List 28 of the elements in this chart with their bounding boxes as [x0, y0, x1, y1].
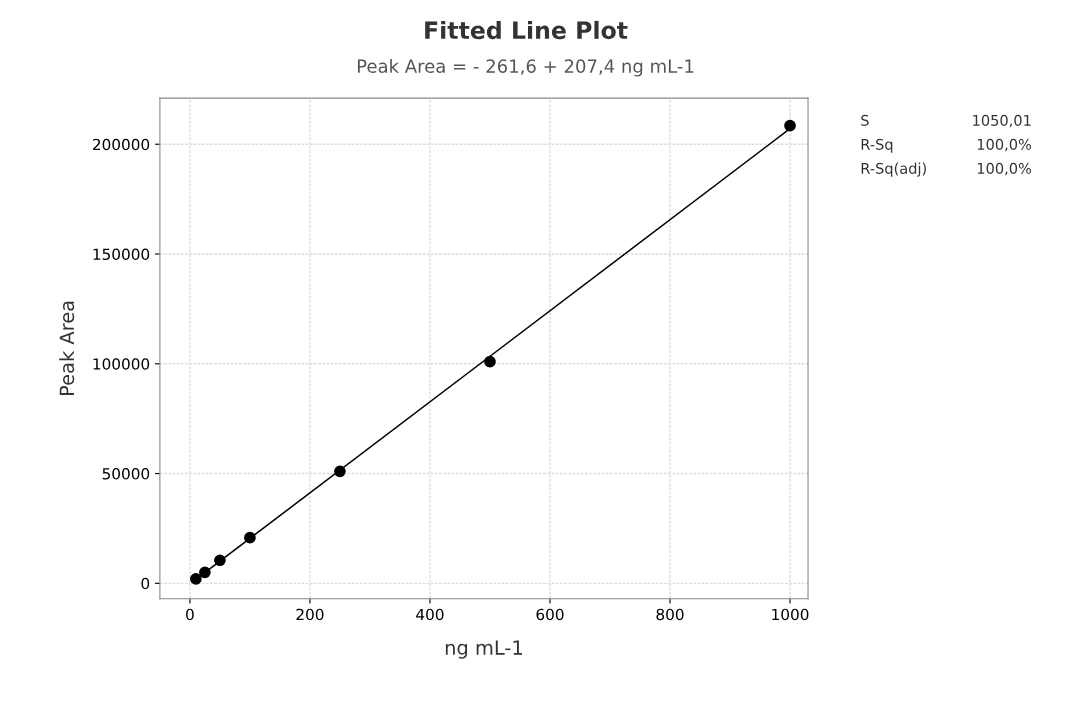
point [190, 573, 202, 585]
y-tick-label: 150000 [93, 248, 150, 261]
point [334, 465, 346, 478]
chart-title: Fitted Line Plot [425, 20, 628, 40]
point [214, 554, 226, 567]
x-tick-label: 0 [186, 608, 194, 621]
text: R-Sq [861, 138, 893, 153]
x-tick-label: 800 [656, 608, 684, 621]
y-tick-label: 0 [141, 577, 150, 590]
text: 1050,01 [973, 114, 1031, 128]
text: S [861, 114, 869, 126]
y-tick-label: 200000 [92, 138, 150, 151]
y-tick-label: 50000 [102, 468, 150, 480]
text: 100,0% [977, 138, 1032, 152]
point [244, 531, 256, 544]
point [484, 355, 496, 368]
x-axis-title: ng mL-1 [445, 640, 522, 659]
y-tick-label: 100000 [93, 358, 150, 370]
point [784, 119, 796, 132]
x-tick-label: 200 [296, 608, 324, 621]
x-tick-label: 400 [416, 608, 444, 621]
x-tick-label: 600 [536, 608, 564, 621]
y-axis-title: Peak Area [59, 301, 75, 396]
chart-subtitle: Peak Area = - 261,6 + 207,4 ng mL-1 [357, 59, 694, 77]
text: R-Sq(adj) [861, 162, 926, 177]
point [199, 566, 211, 579]
text: 100,0% [977, 162, 1032, 176]
x-tick-label: 1000 [772, 608, 809, 621]
